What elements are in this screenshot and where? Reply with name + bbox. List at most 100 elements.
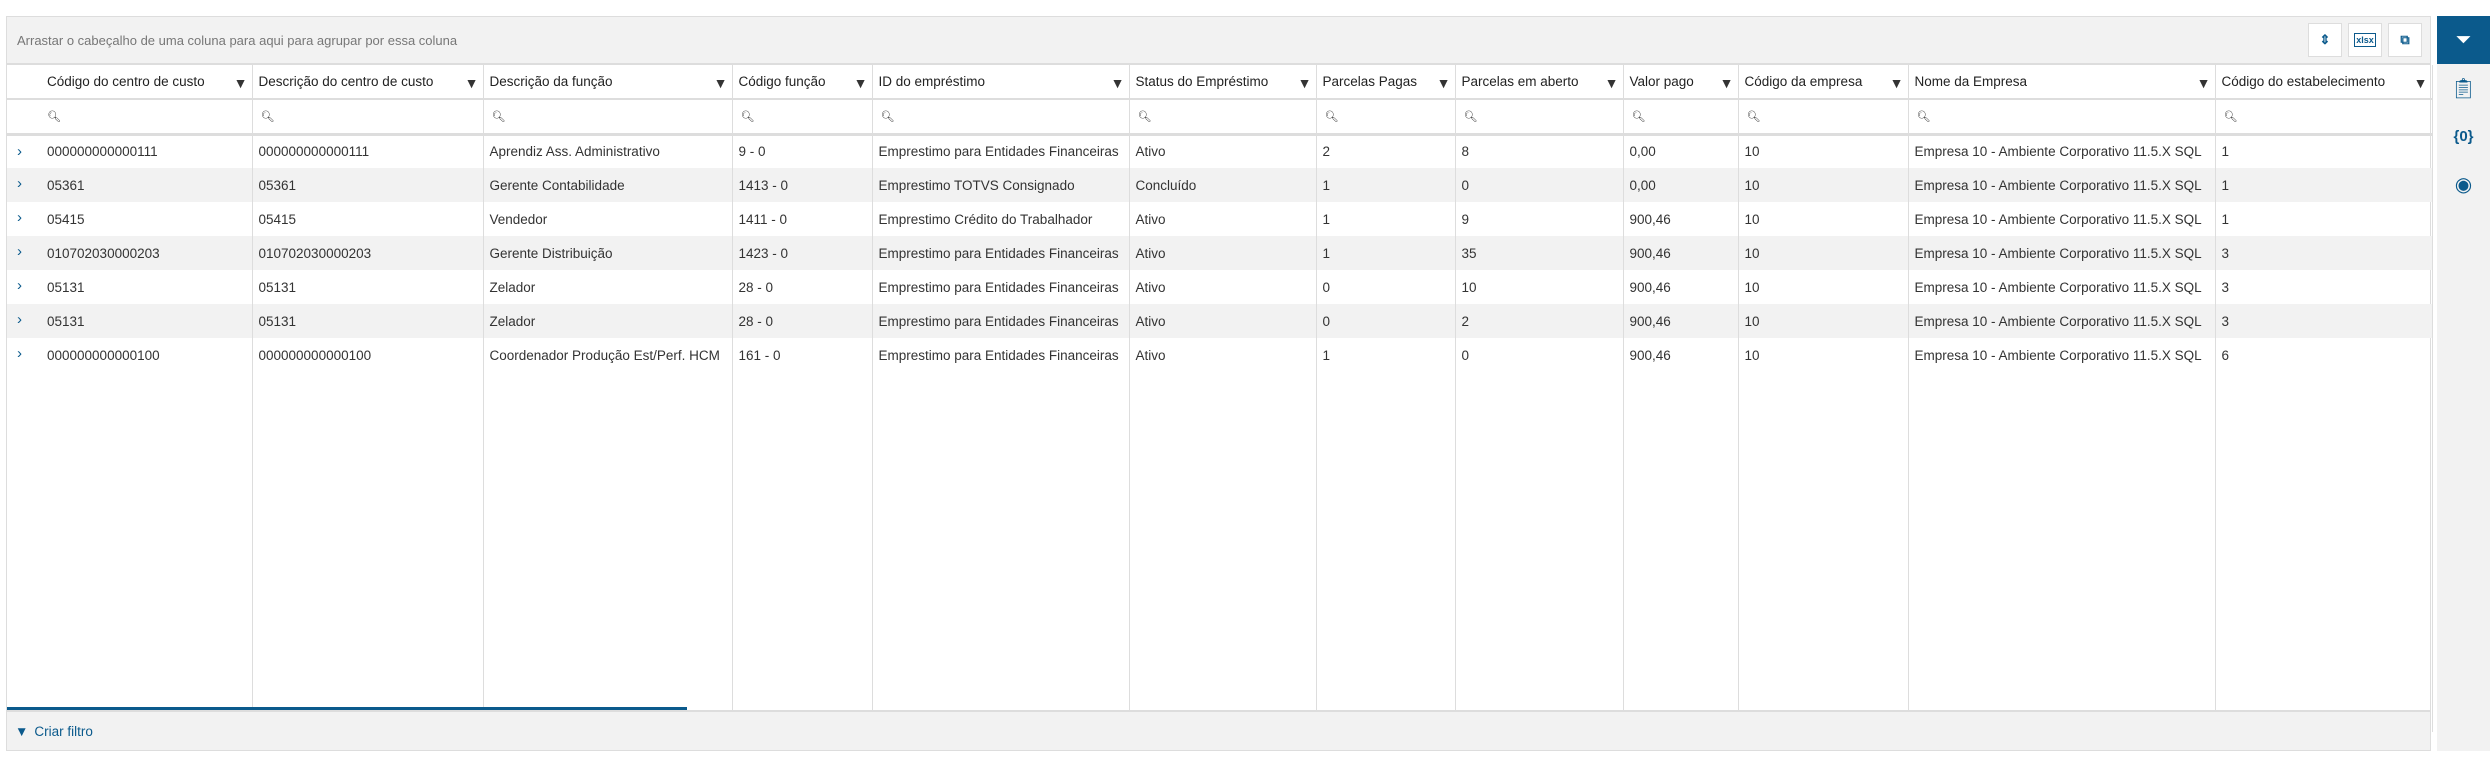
column-filter-icon[interactable]: ▼: [1889, 75, 1904, 91]
clipboard-button[interactable]: 📋︎: [2437, 64, 2490, 112]
column-search-input[interactable]: 🔍︎: [732, 99, 873, 136]
search-icon: 🔍︎: [260, 110, 275, 123]
column-search-input[interactable]: 🔍︎: [872, 99, 1130, 136]
column-search-input[interactable]: 🔍︎: [1316, 99, 1456, 136]
variables-icon: {0}: [2453, 127, 2474, 145]
table-row[interactable]: › 05415 05415 Vendedor 1411 - 0 Emprestimo Cr…: [7, 202, 2433, 236]
table-cell: Ativo: [1129, 338, 1317, 372]
column-search-input[interactable]: 🔍︎: [483, 99, 733, 136]
column-header[interactable]: Código do centro de custo ▼: [7, 65, 253, 100]
column-filter-icon[interactable]: ▼: [1297, 75, 1312, 91]
column-header[interactable]: Valor pago ▼: [1623, 65, 1739, 100]
expand-row-chevron-icon[interactable]: ›: [17, 243, 22, 260]
table-row[interactable]: › 05131 05131 Zelador 28 - 0 Emprestimo para …: [7, 304, 2433, 338]
column-filter-icon[interactable]: ▼: [1110, 75, 1125, 91]
variables-button[interactable]: {0}: [2437, 112, 2490, 160]
cell-value: Ativo: [1135, 347, 1166, 363]
table-cell: 010702030000203: [252, 236, 484, 270]
cell-value: 3: [2221, 313, 2230, 329]
column-header[interactable]: ID do empréstimo ▼: [872, 65, 1130, 100]
cell-value: 900,46: [1629, 347, 1671, 363]
column-filter-icon[interactable]: ▼: [1604, 75, 1619, 91]
view-button[interactable]: ◉: [2437, 160, 2490, 208]
filter-panel-button[interactable]: ⏷: [2437, 16, 2490, 64]
cell-value: Empresa 10 - Ambiente Corporativo 11.5.X…: [1914, 313, 2202, 329]
column-search-input[interactable]: 🔍︎: [252, 99, 484, 136]
column-filter-icon[interactable]: ▼: [2196, 75, 2211, 91]
table-cell: 900,46: [1623, 304, 1739, 338]
column-filter-icon[interactable]: ▼: [464, 75, 479, 91]
expand-row-chevron-icon[interactable]: ›: [17, 277, 22, 294]
column-search-input[interactable]: 🔍︎: [1738, 99, 1909, 136]
column-filter-icon[interactable]: ▼: [233, 75, 248, 91]
table-cell: 1: [2215, 168, 2433, 202]
expand-row-chevron-icon[interactable]: ›: [17, 142, 22, 160]
table-row[interactable]: › 05361 05361 Gerente Contabilidade 1413 - 0…: [7, 168, 2433, 202]
cell-value: Ativo: [1135, 245, 1166, 261]
column-header[interactable]: Código função ▼: [732, 65, 873, 100]
cell-value: 28 - 0: [738, 279, 774, 295]
table-cell: Ativo: [1129, 304, 1317, 338]
cell-value: Ativo: [1135, 279, 1166, 295]
cell-value: 0: [1322, 313, 1331, 329]
column-filter-icon[interactable]: ▼: [713, 75, 728, 91]
table-row[interactable]: › 05131 05131 Zelador 28 - 0 Emprestimo para …: [7, 270, 2433, 304]
export-xlsx-button[interactable]: xlsx: [2348, 23, 2382, 57]
expand-row-chevron-icon[interactable]: ›: [17, 311, 22, 328]
column-search-input[interactable]: 🔍︎: [1129, 99, 1317, 136]
column-header[interactable]: Parcelas em aberto ▼: [1455, 65, 1624, 100]
search-icon: 🔍︎: [1746, 110, 1761, 123]
sort-button[interactable]: ⇕: [2308, 23, 2342, 57]
column-header[interactable]: Código da empresa ▼: [1738, 65, 1909, 100]
column-title: Descrição da função: [489, 74, 613, 89]
copy-button[interactable]: ⧉: [2388, 23, 2422, 57]
column-header[interactable]: Parcelas Pagas ▼: [1316, 65, 1456, 100]
column-filter-icon[interactable]: ▼: [1436, 75, 1451, 91]
table-cell: Empresa 10 - Ambiente Corporativo 11.5.X…: [1908, 270, 2216, 304]
table-cell: 9: [1455, 202, 1624, 236]
column-search-input[interactable]: 🔍︎: [1623, 99, 1739, 136]
table-row[interactable]: › 000000000000111 000000000000111 Aprendiz …: [7, 134, 2433, 168]
column-header[interactable]: Status do Empréstimo ▼: [1129, 65, 1317, 100]
horizontal-scrollbar[interactable]: [7, 707, 687, 711]
column-header[interactable]: Descrição do centro de custo ▼: [252, 65, 484, 100]
column-title: Parcelas Pagas: [1322, 74, 1418, 89]
table-cell: Empresa 10 - Ambiente Corporativo 11.5.X…: [1908, 202, 2216, 236]
column-header[interactable]: Código do estabelecimento ▼: [2215, 65, 2433, 100]
column-search-input[interactable]: 🔍︎: [7, 99, 253, 136]
empty-cell: [1908, 372, 2216, 732]
group-drop-area[interactable]: Arrastar o cabeçalho de uma coluna para …: [7, 17, 2430, 65]
expand-row-chevron-icon[interactable]: ›: [17, 209, 22, 226]
empty-cell: [1623, 372, 1739, 732]
cell-value: 1423 - 0: [738, 245, 789, 261]
column-filter-icon[interactable]: ▼: [853, 75, 868, 91]
expand-row-chevron-icon[interactable]: ›: [17, 175, 22, 192]
empty-cell: [7, 372, 253, 732]
cell-value: Empresa 10 - Ambiente Corporativo 11.5.X…: [1914, 144, 2202, 160]
column-search-input[interactable]: 🔍︎: [2215, 99, 2433, 136]
expand-row-chevron-icon[interactable]: ›: [17, 345, 22, 362]
column-search-input[interactable]: 🔍︎: [1908, 99, 2216, 136]
column-header[interactable]: Nome da Empresa ▼: [1908, 65, 2216, 100]
column-header[interactable]: Descrição da função ▼: [483, 65, 733, 100]
column-search-input[interactable]: 🔍︎: [1455, 99, 1624, 136]
table-cell: 000000000000111: [252, 134, 484, 168]
column-title: Descrição do centro de custo: [258, 74, 434, 89]
table-row[interactable]: › 000000000000100 000000000000100 Coordenad…: [7, 338, 2433, 372]
cell-value: 05415: [47, 211, 85, 227]
cell-value: 900,46: [1629, 245, 1671, 261]
cell-value: 1: [1322, 177, 1331, 193]
column-title: Nome da Empresa: [1914, 74, 2028, 89]
table-cell: 1: [1316, 168, 1456, 202]
table-cell: Emprestimo para Entidades Financeiras: [872, 134, 1130, 168]
create-filter-link[interactable]: Criar filtro: [34, 723, 93, 739]
cell-value: 3: [2221, 245, 2230, 261]
column-filter-icon[interactable]: ▼: [2413, 75, 2428, 91]
table-row[interactable]: › 010702030000203 010702030000203 Gerente D…: [7, 236, 2433, 270]
cell-value: 10: [1744, 245, 1760, 261]
cell-value: 10: [1744, 279, 1760, 295]
column-filter-icon[interactable]: ▼: [1719, 75, 1734, 91]
table-cell: 10: [1738, 236, 1909, 270]
search-icon: 🔍︎: [880, 110, 895, 123]
column-title: Parcelas em aberto: [1461, 74, 1579, 89]
